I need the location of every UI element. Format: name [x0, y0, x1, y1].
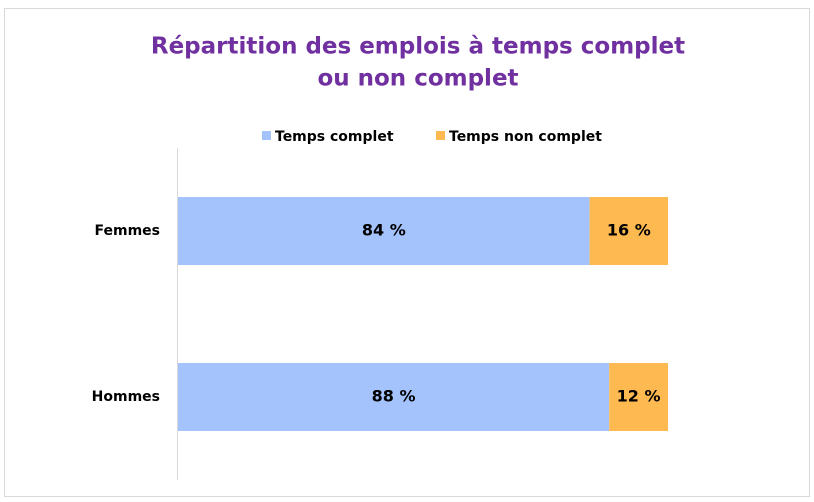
legend-label: Temps non complet — [449, 129, 602, 145]
bar-segment — [589, 197, 668, 265]
data-label: 88 % — [372, 387, 416, 406]
legend-swatch — [436, 131, 445, 140]
bar-segment — [178, 197, 590, 265]
chart-title: ou non complet — [317, 66, 518, 92]
y-tick-label: Femmes — [95, 223, 161, 239]
data-label: 84 % — [362, 221, 406, 240]
legend-label: Temps complet — [275, 129, 394, 145]
chart-title: Répartition des emplois à temps complet — [151, 34, 685, 60]
bar-segment — [178, 363, 610, 431]
y-tick-label: Hommes — [92, 389, 160, 405]
data-label: 16 % — [607, 221, 651, 240]
data-label: 12 % — [617, 387, 661, 406]
legend-swatch — [262, 131, 271, 140]
bar-segment — [609, 363, 668, 431]
